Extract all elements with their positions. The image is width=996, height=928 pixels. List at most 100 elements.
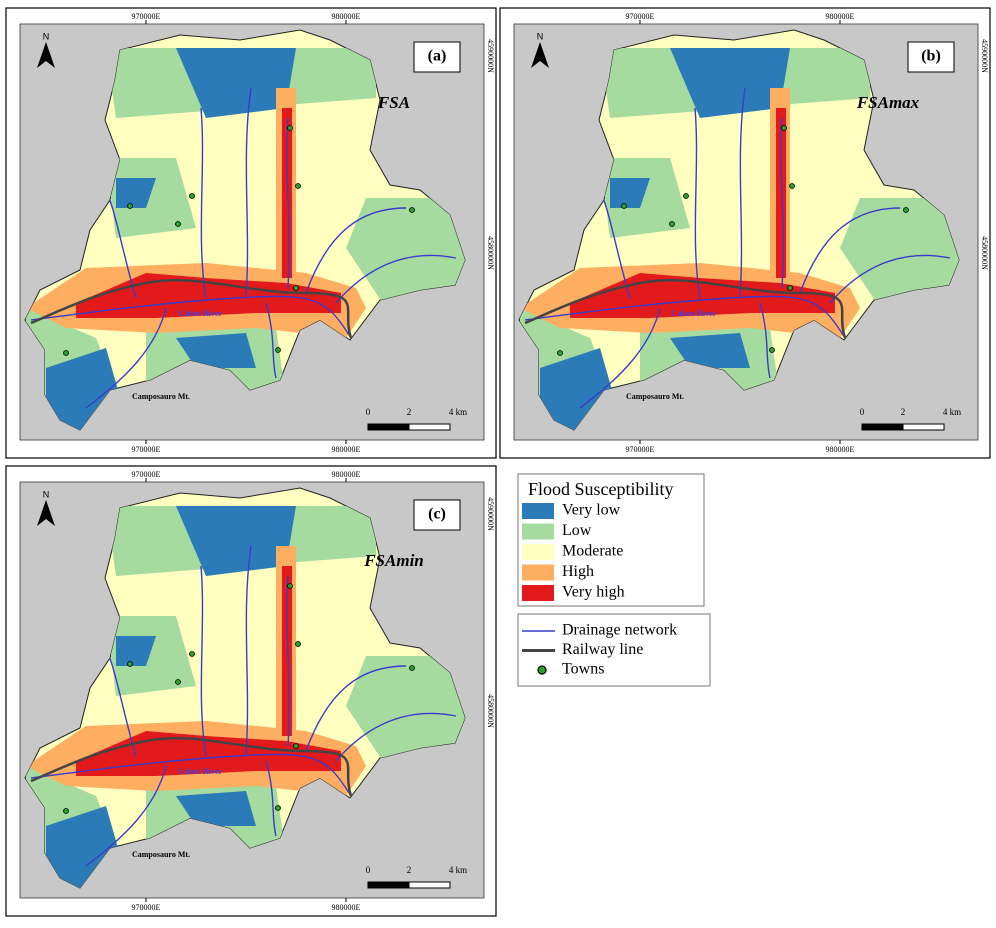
town [189, 193, 195, 199]
zone [346, 198, 465, 308]
zone [176, 48, 296, 118]
town [175, 679, 181, 685]
drainage [524, 295, 846, 339]
zone [670, 333, 750, 368]
scale-label: 2 [407, 865, 412, 875]
town [557, 350, 563, 356]
drainage [286, 575, 290, 747]
town [63, 808, 69, 814]
scale-label: 0 [366, 865, 371, 875]
panel-label: (c) [428, 506, 446, 523]
town [127, 203, 133, 209]
panel-title: FSA [377, 93, 410, 112]
north-arrow [37, 42, 55, 68]
scale-label: 4 km [449, 865, 467, 875]
drainage [85, 765, 167, 867]
map-panel: 970000E 980000E 970000E 980000E 4590000N 4580… [5, 465, 497, 917]
y-coordinate: 4580000N [980, 236, 989, 270]
legend-label: Very high [562, 584, 625, 601]
y-coordinate: 4590000N [980, 39, 989, 73]
drainage [30, 295, 352, 339]
town [409, 665, 415, 671]
scale-label: 4 km [943, 407, 961, 417]
river-label: Calore River [672, 309, 717, 318]
x-coordinate: 970000E [626, 12, 655, 21]
legend-swatch [522, 503, 554, 519]
drainage [759, 302, 771, 379]
legend-label: Railway line [562, 641, 643, 658]
town [189, 651, 195, 657]
river-label: Calore River [178, 309, 223, 318]
drainage [305, 665, 407, 752]
town [127, 661, 133, 667]
scale-black [367, 881, 410, 889]
x-coordinate: 980000E [826, 445, 855, 454]
drainage [739, 87, 746, 297]
town [63, 350, 69, 356]
label-box [413, 499, 461, 531]
scale-label: 4 km [449, 407, 467, 417]
town [903, 207, 909, 213]
town [295, 641, 301, 647]
y-coordinate: 4580000N [486, 694, 495, 728]
scale-black [367, 423, 410, 431]
x-coordinate: 970000E [132, 903, 161, 912]
north-letter: N [43, 489, 50, 499]
zone [670, 48, 790, 118]
zone [610, 178, 650, 208]
town [789, 183, 795, 189]
legend: Flood Susceptibility Very low Low Moderate H… [517, 473, 711, 687]
legend-label: Moderate [562, 543, 623, 560]
panel-label: (b) [921, 48, 941, 65]
legend-label: High [562, 563, 594, 580]
scale-label: 2 [901, 407, 906, 417]
north-arrow [37, 500, 55, 526]
panel-title: FSAmax [856, 93, 920, 112]
drainage [335, 712, 457, 762]
x-coordinate: 980000E [332, 12, 361, 21]
railway [30, 279, 353, 339]
map-panel: 970000E 980000E 970000E 980000E 4590000N 4580… [499, 7, 991, 459]
drainage [200, 565, 207, 757]
x-coordinate: 980000E [826, 12, 855, 21]
drainage [265, 302, 277, 379]
y-coordinate: 4590000N [486, 497, 495, 531]
legend-title: Flood Susceptibility [528, 479, 674, 499]
x-coordinate: 980000E [332, 445, 361, 454]
x-coordinate: 970000E [132, 445, 161, 454]
label-box [907, 41, 955, 73]
zone [176, 333, 256, 368]
x-coordinate: 980000E [332, 903, 361, 912]
town [683, 193, 689, 199]
zone [116, 636, 156, 666]
north-letter: N [43, 31, 50, 41]
drainage [85, 307, 167, 409]
town [175, 221, 181, 227]
map-panel: 970000E 980000E 970000E 980000E 4590000N 4580… [5, 7, 497, 459]
drainage [829, 254, 951, 304]
legend-label: Low [562, 522, 592, 539]
north-arrow [531, 42, 549, 68]
y-coordinate: 4580000N [486, 236, 495, 270]
mountain-label: Camposauro Mt. [132, 850, 190, 859]
panel-title: FSAmin [363, 551, 424, 570]
legend-swatch [522, 585, 554, 601]
mountain-label: Camposauro Mt. [626, 392, 684, 401]
mountain-label: Camposauro Mt. [132, 392, 190, 401]
y-coordinate: 4590000N [486, 39, 495, 73]
town [787, 285, 793, 291]
town [295, 183, 301, 189]
town [769, 347, 775, 353]
zone [176, 791, 256, 826]
town [621, 203, 627, 209]
scale-white [902, 423, 945, 431]
north-letter: N [537, 31, 544, 41]
town [669, 221, 675, 227]
legend-swatch [522, 544, 554, 560]
x-coordinate: 970000E [626, 445, 655, 454]
panel-label: (a) [428, 48, 447, 65]
legend-label: Very low [562, 502, 621, 519]
drainage [579, 307, 661, 409]
x-coordinate: 970000E [132, 12, 161, 21]
